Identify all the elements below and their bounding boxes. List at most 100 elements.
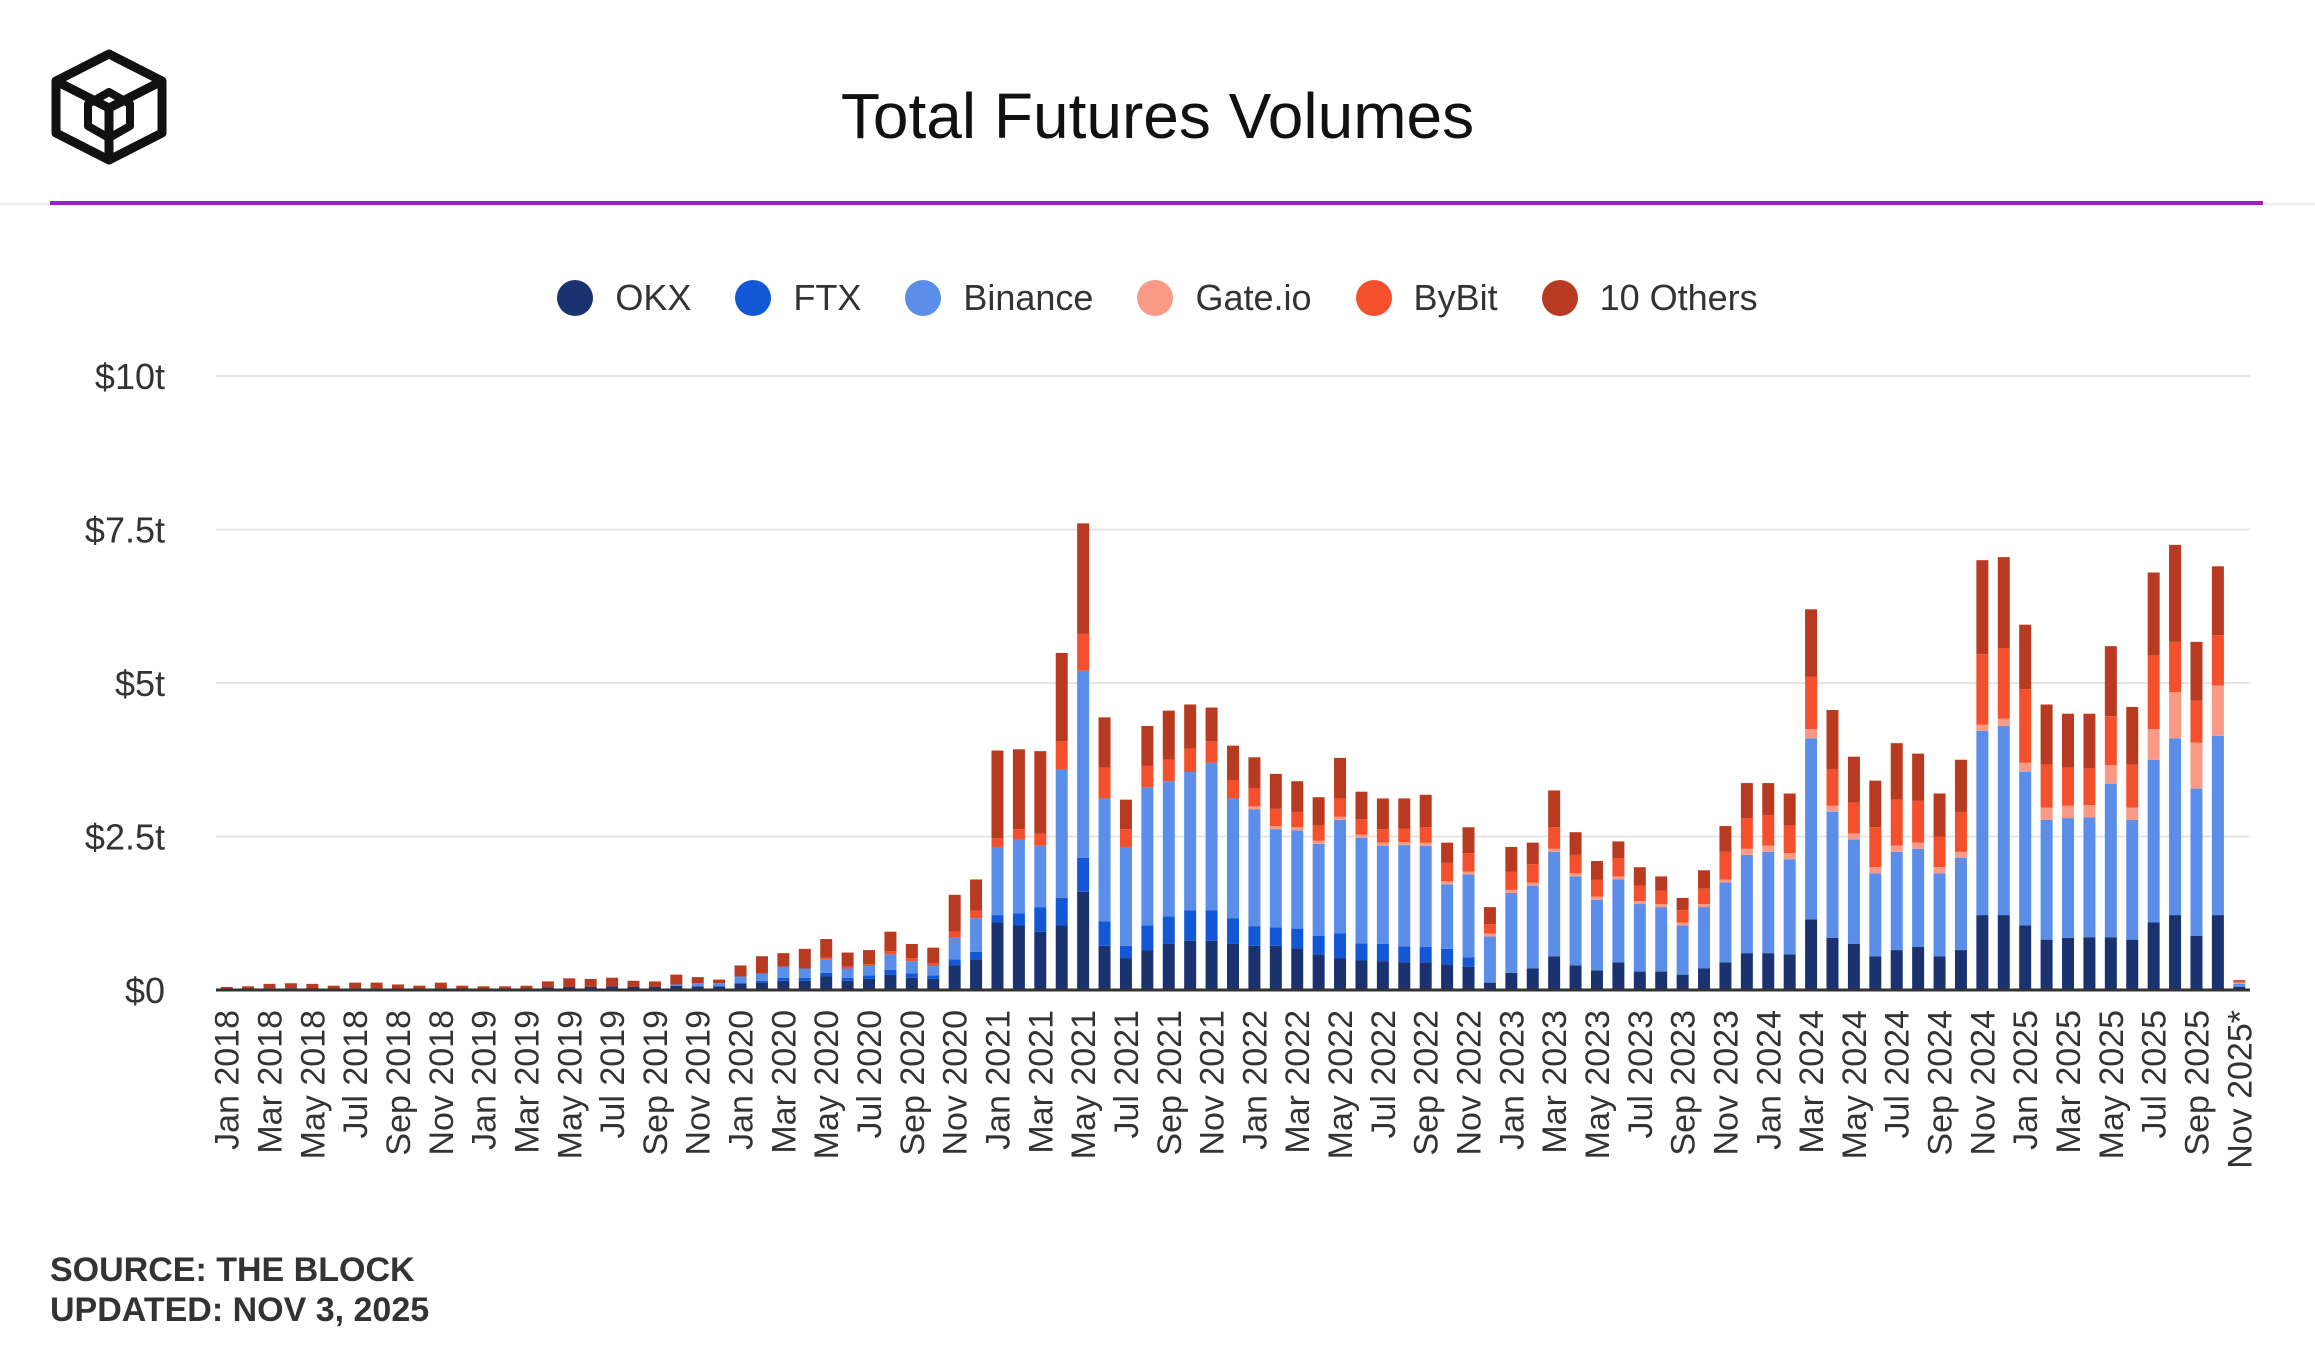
bar-segment[interactable] <box>1633 867 1646 886</box>
bar-segment[interactable] <box>1869 780 1882 828</box>
bar-segment[interactable] <box>2211 635 2224 686</box>
bar-segment[interactable] <box>2147 729 2160 760</box>
bar-segment[interactable] <box>1269 945 1282 990</box>
bar-segment[interactable] <box>2104 765 2117 784</box>
bar-segment[interactable] <box>1291 830 1304 929</box>
bar-segment[interactable] <box>2169 692 2182 739</box>
bar-segment[interactable] <box>2211 566 2224 636</box>
bar-segment[interactable] <box>1291 781 1304 812</box>
bar-segment[interactable] <box>1077 670 1090 858</box>
bar-segment[interactable] <box>755 956 768 974</box>
bar-segment[interactable] <box>734 983 747 990</box>
bar-segment[interactable] <box>1291 811 1304 828</box>
bar-segment[interactable] <box>755 982 768 990</box>
bar-segment[interactable] <box>1441 881 1454 885</box>
bar-segment[interactable] <box>2083 937 2096 990</box>
bar-segment[interactable] <box>1376 798 1389 830</box>
bar-segment[interactable] <box>1355 943 1368 961</box>
bar-segment[interactable] <box>1119 847 1132 946</box>
bar-segment[interactable] <box>2233 983 2246 987</box>
bar-segment[interactable] <box>349 982 362 989</box>
bar-segment[interactable] <box>1462 853 1475 872</box>
bar-segment[interactable] <box>1548 827 1561 849</box>
bar-segment[interactable] <box>1312 935 1325 955</box>
bar-segment[interactable] <box>1077 633 1090 671</box>
bar-segment[interactable] <box>1419 794 1432 828</box>
bar-segment[interactable] <box>477 986 490 989</box>
bar-segment[interactable] <box>1077 857 1090 892</box>
bar-segment[interactable] <box>1334 816 1347 820</box>
bar-segment[interactable] <box>884 951 897 955</box>
legend-item-bybit[interactable]: ByBit <box>1355 277 1498 319</box>
bar-segment[interactable] <box>1676 974 1689 990</box>
bar-segment[interactable] <box>1548 956 1561 990</box>
bar-segment[interactable] <box>820 972 833 977</box>
bar-segment[interactable] <box>1398 828 1411 843</box>
bar-segment[interactable] <box>1655 890 1668 905</box>
bar-segment[interactable] <box>1526 864 1539 883</box>
bar-segment[interactable] <box>1312 954 1325 990</box>
bar-segment[interactable] <box>1355 834 1368 838</box>
bar-segment[interactable] <box>1098 945 1111 990</box>
bar-segment[interactable] <box>1184 704 1197 749</box>
bar-segment[interactable] <box>2126 939 2139 990</box>
bar-segment[interactable] <box>1912 800 1925 843</box>
bar-segment[interactable] <box>1569 873 1582 877</box>
bar-segment[interactable] <box>1762 783 1775 816</box>
bar-segment[interactable] <box>2062 805 2075 819</box>
bar-segment[interactable] <box>1376 829 1389 843</box>
bar-segment[interactable] <box>2040 939 2053 990</box>
bar-segment[interactable] <box>1291 827 1304 831</box>
bar-segment[interactable] <box>1184 940 1197 990</box>
bar-segment[interactable] <box>220 986 233 990</box>
bar-segment[interactable] <box>905 958 918 962</box>
bar-segment[interactable] <box>1419 827 1432 843</box>
bar-segment[interactable] <box>948 959 961 966</box>
bar-segment[interactable] <box>691 977 704 984</box>
bar-segment[interactable] <box>1590 970 1603 990</box>
bar-segment[interactable] <box>1055 652 1068 742</box>
bar-segment[interactable] <box>1740 854 1753 954</box>
bar-segment[interactable] <box>2169 544 2182 642</box>
bar-segment[interactable] <box>1783 825 1796 854</box>
bar-segment[interactable] <box>1483 907 1496 925</box>
bar-segment[interactable] <box>1590 896 1603 900</box>
bar-segment[interactable] <box>798 968 811 978</box>
bar-segment[interactable] <box>927 978 940 990</box>
bar-segment[interactable] <box>948 965 961 990</box>
bar-segment[interactable] <box>1055 925 1068 990</box>
bar-segment[interactable] <box>2233 980 2246 982</box>
bar-segment[interactable] <box>1012 749 1025 830</box>
bar-segment[interactable] <box>927 966 940 976</box>
legend-item-binance[interactable]: Binance <box>905 277 1093 319</box>
bar-segment[interactable] <box>777 966 790 978</box>
bar-segment[interactable] <box>2104 646 2117 717</box>
bar-segment[interactable] <box>1248 809 1261 927</box>
bar-segment[interactable] <box>1997 718 2010 726</box>
bar-segment[interactable] <box>1783 793 1796 826</box>
bar-segment[interactable] <box>1441 964 1454 990</box>
bar-segment[interactable] <box>691 983 704 987</box>
bar-segment[interactable] <box>1912 753 1925 801</box>
bar-segment[interactable] <box>713 986 726 990</box>
bar-segment[interactable] <box>863 964 876 967</box>
bar-segment[interactable] <box>713 983 726 987</box>
bar-segment[interactable] <box>1269 826 1282 830</box>
bar-segment[interactable] <box>1355 791 1368 820</box>
bar-segment[interactable] <box>798 980 811 990</box>
bar-segment[interactable] <box>1933 867 1946 874</box>
bar-segment[interactable] <box>970 879 983 911</box>
bar-segment[interactable] <box>863 975 876 979</box>
bar-segment[interactable] <box>1719 962 1732 990</box>
bar-segment[interactable] <box>948 931 961 938</box>
bar-segment[interactable] <box>520 985 533 989</box>
bar-segment[interactable] <box>2104 716 2117 766</box>
bar-segment[interactable] <box>970 951 983 960</box>
bar-segment[interactable] <box>884 954 897 970</box>
bar-segment[interactable] <box>1205 910 1218 941</box>
bar-segment[interactable] <box>1012 829 1025 840</box>
bar-segment[interactable] <box>1505 871 1518 890</box>
bar-segment[interactable] <box>1805 919 1818 990</box>
bar-segment[interactable] <box>1248 945 1261 990</box>
bar-segment[interactable] <box>1719 879 1732 883</box>
